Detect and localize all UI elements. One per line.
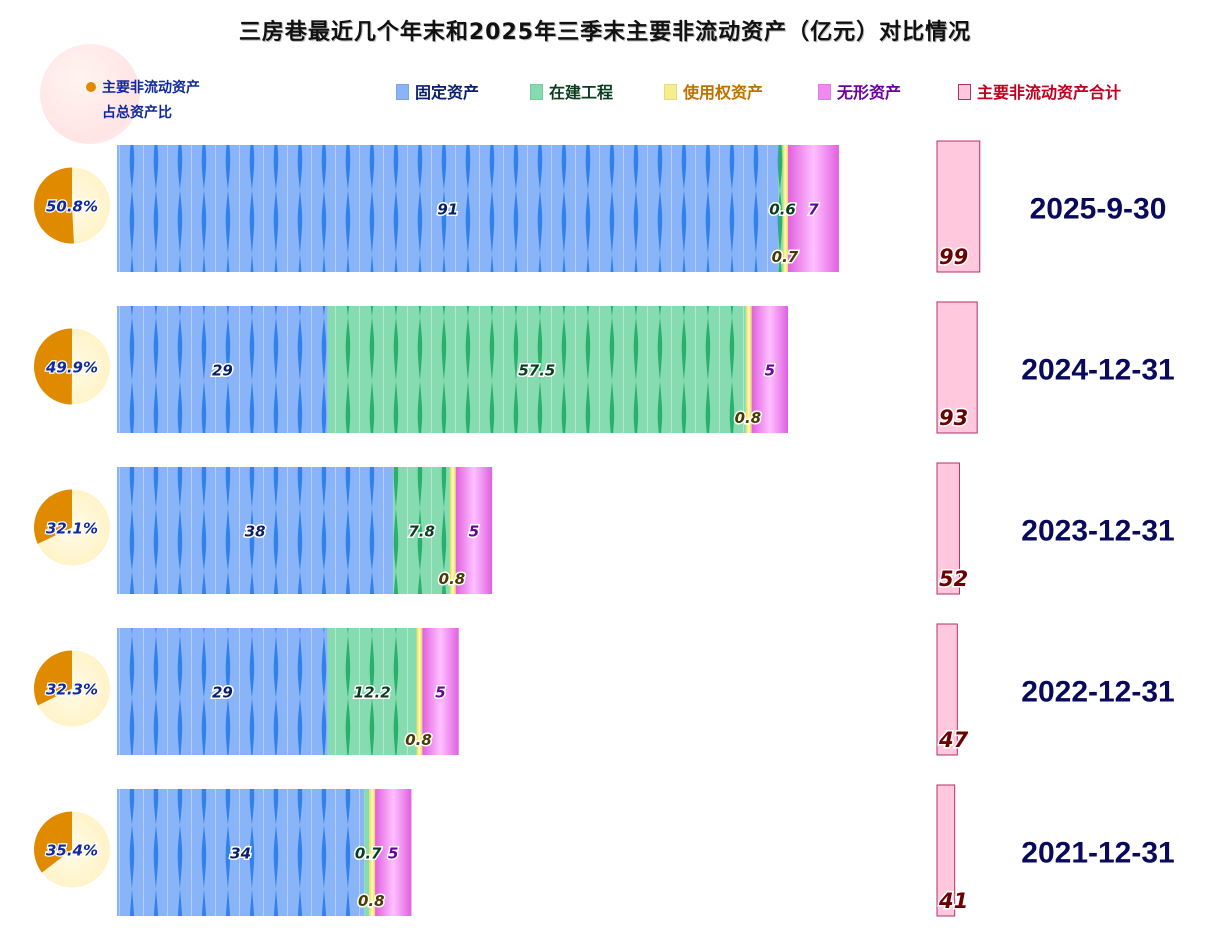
bar-segment-fixed-assets xyxy=(117,789,365,916)
data-label-fixed-assets: 34 xyxy=(230,845,251,863)
total-label: 52 xyxy=(939,567,968,591)
bar-segment-fixed-assets xyxy=(117,306,328,433)
share-pie-slice xyxy=(34,489,72,544)
legend-swatch-construction xyxy=(530,84,543,100)
share-pie-label: 35.4% xyxy=(46,842,98,860)
data-label-right-of-use: 0.8 xyxy=(405,731,432,749)
total-bar xyxy=(936,140,981,273)
category-label: 2024-12-31 xyxy=(1021,354,1174,387)
data-label-fixed-assets: 91 xyxy=(437,201,458,219)
bar-segment-right-of-use xyxy=(369,789,376,916)
bar-segment-fixed-assets xyxy=(117,145,779,272)
total-bar xyxy=(936,462,960,595)
legend-item-intangible: 无形资产 xyxy=(818,82,901,104)
bar-segment-fixed-assets xyxy=(117,467,394,594)
bar-segment-fixed-assets xyxy=(117,628,328,755)
data-label-fixed-assets: 29 xyxy=(212,362,233,380)
data-label-fixed-assets: 38 xyxy=(245,523,266,541)
legend-swatch-fixed-assets xyxy=(396,84,409,100)
bar-segment-right-of-use xyxy=(416,628,423,755)
category-label: 2021-12-31 xyxy=(1021,837,1174,870)
legend-swatch-intangible xyxy=(818,84,831,100)
data-label-intangible: 5 xyxy=(765,362,775,380)
data-label-intangible: 5 xyxy=(435,684,445,702)
total-label: 41 xyxy=(938,889,968,913)
data-label-right-of-use: 0.8 xyxy=(439,570,466,588)
data-label-intangible: 5 xyxy=(469,523,479,541)
legend-pie-dot xyxy=(86,82,96,92)
legend-pie-text-2: 占总资产比 xyxy=(102,105,172,121)
share-pie-slice xyxy=(34,650,72,706)
category-label: 2022-12-31 xyxy=(1021,676,1174,709)
data-label-right-of-use: 0.8 xyxy=(358,892,385,910)
total-bar xyxy=(936,301,978,434)
bar-segment-intangible xyxy=(375,789,412,916)
legend-pie-text-1: 主要非流动资产 xyxy=(102,80,200,96)
bar-segment-intangible xyxy=(751,306,789,433)
data-label-intangible: 7 xyxy=(808,201,819,219)
bar-segment-right-of-use xyxy=(449,467,456,594)
legend-item-fixed-assets: 固定资产 xyxy=(396,82,479,104)
bar-segment-intangible xyxy=(422,628,459,755)
total-label: 99 xyxy=(939,245,968,269)
data-label-construction: 57.5 xyxy=(518,362,555,380)
legend-item-right-of-use: 使用权资产 xyxy=(664,82,763,104)
data-label-intangible: 5 xyxy=(388,845,398,863)
legend-item-construction: 在建工程 xyxy=(530,82,613,104)
legend-item-total: 主要非流动资产合计 xyxy=(958,82,1121,104)
category-label: 2023-12-31 xyxy=(1021,515,1174,548)
bar-segment-construction xyxy=(327,628,417,755)
category-label: 2025-9-30 xyxy=(1030,193,1167,226)
bar-segment-right-of-use xyxy=(782,145,789,272)
data-label-construction: 12.2 xyxy=(354,684,391,702)
data-label-construction: 7.8 xyxy=(408,523,435,541)
share-pie-slice xyxy=(34,328,72,405)
legend-swatch-right-of-use xyxy=(664,84,677,100)
bar-segment-intangible xyxy=(455,467,493,594)
share-pie-label: 32.3% xyxy=(46,681,98,699)
total-bar xyxy=(936,784,956,917)
bar-segment-construction xyxy=(327,306,746,433)
total-label: 47 xyxy=(938,728,969,752)
bar-segment-right-of-use xyxy=(745,306,752,433)
chart-title: 三房巷最近几个年末和2025年三季末主要非流动资产（亿元）对比情况 xyxy=(238,20,972,45)
data-label-right-of-use: 0.7 xyxy=(772,248,799,266)
total-label: 93 xyxy=(939,406,968,430)
share-pie-slice xyxy=(34,167,74,244)
data-label-right-of-use: 0.8 xyxy=(735,409,762,427)
data-label-fixed-assets: 29 xyxy=(212,684,233,702)
bar-segment-construction xyxy=(364,789,370,916)
bar-segment-construction xyxy=(778,145,783,272)
legend-pie-label: 主要非流动资产 占总资产比 xyxy=(86,76,236,126)
bar-segment-intangible xyxy=(788,145,839,272)
share-pie-slice xyxy=(33,811,72,873)
share-pie-label: 49.9% xyxy=(45,359,98,377)
legend-pie-decoration xyxy=(40,44,140,144)
data-label-construction: 0.6 xyxy=(769,201,796,219)
legend-swatch-total xyxy=(958,84,971,100)
total-bar xyxy=(936,623,958,756)
share-pie-label: 50.8% xyxy=(46,198,98,216)
bar-segment-construction xyxy=(393,467,450,594)
share-pie-label: 32.1% xyxy=(46,520,98,538)
data-label-construction: 0.7 xyxy=(355,845,382,863)
